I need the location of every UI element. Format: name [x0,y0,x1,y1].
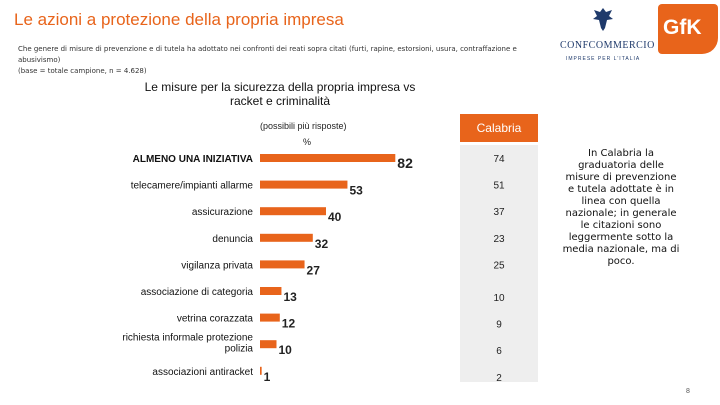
bar-chart: ALMENO UNA INIZIATIVA 82 74 telecamere/impi… [122,154,505,384]
gfk-logo-text: GfK [663,16,702,39]
category-label: vetrina corazzata [177,314,254,325]
region-value: 51 [493,181,505,192]
page-number: 8 [686,388,690,395]
region-value: 74 [493,154,505,165]
page-title: Le azioni a protezione della propria imp… [14,10,344,29]
value-label: 32 [315,237,329,251]
side-note: In Calabria la graduatoria delle misure … [562,148,680,267]
value-label: 40 [328,210,342,224]
bar [260,207,326,216]
value-label: 27 [307,263,321,277]
confcommercio-name: CONFCOMMERCIO [560,40,655,51]
bar [260,154,396,162]
region-column [460,145,538,382]
region-header: Calabria [460,114,538,142]
bar [260,313,280,322]
value-label: 1 [264,370,271,384]
region-value: 2 [496,373,502,384]
category-label: ALMENO UNA INIZIATIVA [133,154,253,165]
value-label: 10 [279,343,293,357]
bar [260,340,277,349]
region-value: 10 [493,293,505,304]
bar [260,287,282,295]
chart-unit: % [303,137,312,147]
confcommercio-tag: IMPRESE PER L'ITALIA [566,56,641,62]
confcommercio-logo: CONFCOMMERCIO IMPRESE PER L'ITALIA [556,6,654,70]
category-label: vigilanza privata [181,260,253,271]
value-label: 53 [349,184,363,198]
bar [260,180,348,189]
category-label: denuncia [212,234,253,245]
gfk-logo: GfK [658,4,718,54]
category-label: telecamere/impianti allarme [131,181,254,192]
category-label: richiesta informale protezione [122,333,253,344]
category-label: associazioni antiracket [152,367,253,378]
region-value: 6 [496,346,502,357]
category-label: associazione di categoria [141,287,254,298]
region-value: 9 [496,320,502,331]
region-value: 23 [493,234,505,245]
bar [260,366,262,375]
category-label: assicurazione [192,207,254,218]
category-label: polizia [225,344,254,355]
region-value: 25 [493,260,505,271]
eagle-icon [593,8,613,31]
region-value: 37 [493,207,505,218]
base-line: (base = totale campione, n = 4.628) [18,67,147,75]
bar [260,260,305,269]
chart-title: Le misure per la sicurezza della propria… [144,80,416,108]
question-text: Che genere di misure di prevenzione e di… [18,44,558,77]
value-label: 12 [282,317,296,331]
bar [260,233,313,242]
question-line: Che genere di misure di prevenzione e di… [18,45,517,64]
chart-note: (possibili più risposte) [260,121,347,131]
value-label: 13 [283,290,297,304]
value-label: 82 [397,155,413,171]
